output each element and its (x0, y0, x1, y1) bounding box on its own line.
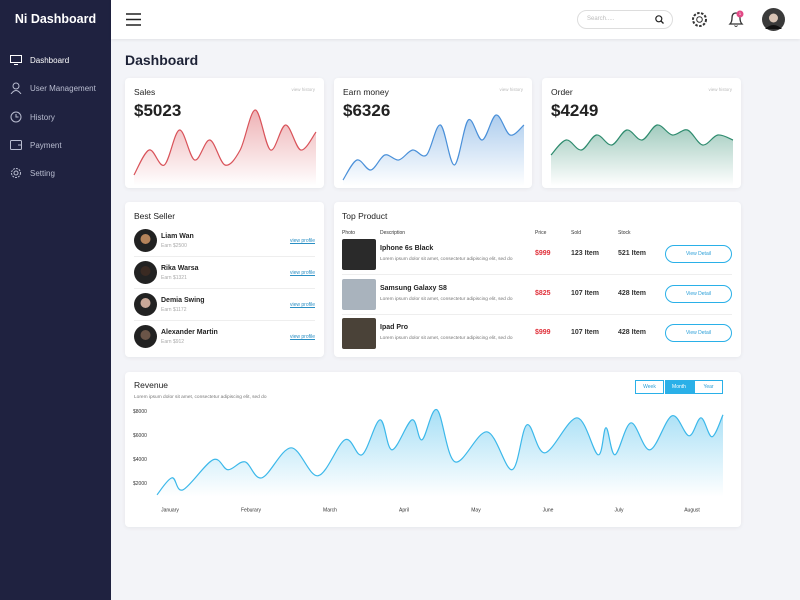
view-profile-link[interactable]: view profile (289, 302, 315, 308)
menu-item[interactable]: User Management (0, 78, 111, 98)
avatar-face (140, 234, 151, 244)
product-stock: 428 Item (618, 289, 647, 297)
search-placeholder: Search..... (587, 16, 615, 22)
seller-name: Demia Swing (161, 297, 205, 304)
seller-name: Alexander Martin (161, 329, 218, 336)
column-header: Price (535, 230, 547, 236)
avatar-face (140, 330, 151, 340)
settings-icon[interactable] (691, 11, 708, 28)
seller-earn: Earn $1172 (161, 307, 187, 313)
product-photo (342, 318, 376, 349)
separator (342, 313, 732, 315)
product-name: Samsung Galaxy S8 (380, 284, 447, 292)
avatar-face (140, 266, 151, 276)
view-detail-button[interactable]: View Detail (665, 324, 732, 342)
view-profile-link[interactable]: view profile (289, 334, 315, 340)
column-header: Stock (618, 230, 631, 236)
column-header: Photo (342, 230, 356, 236)
stat-value: $6326 (343, 101, 391, 120)
separator (134, 320, 315, 321)
card-subtitle: Lorem ipsum dolor sit amet, consectetur … (134, 395, 267, 400)
revenue-card: Revenue Lorem ipsum dolor sit amet, cons… (125, 372, 741, 527)
avatar (134, 325, 157, 348)
view-profile-link[interactable]: view profile (289, 238, 315, 244)
menu-item[interactable]: Payment (0, 135, 111, 155)
menu-item[interactable]: History (0, 107, 111, 127)
period-tab[interactable]: Week (635, 380, 664, 394)
page-title: Dashboard (125, 52, 199, 68)
stat-card: Earn money view history $6326 (334, 78, 532, 188)
product-description: Lorem ipsum dolor sit amet, consectetur … (380, 296, 513, 302)
card-title: Top Product (342, 211, 388, 221)
menu-item[interactable]: Dashboard (0, 50, 111, 70)
brand: Ni Dashboard (14, 12, 97, 26)
notification-icon[interactable] (727, 10, 745, 28)
notification-badge: 1 (738, 11, 742, 16)
header: Search..... 1 (111, 0, 800, 39)
avatar-face (140, 298, 151, 308)
card-title: Earn money (343, 87, 389, 97)
seller-earn: Earn $2500 (161, 243, 187, 249)
column-header: Sold (571, 230, 582, 236)
period-tab[interactable]: Month (664, 380, 694, 394)
product-stock: 428 Item (618, 329, 647, 336)
menu-label: Payment (30, 140, 62, 150)
card-title: Sales (134, 87, 156, 97)
product-price: $825 (535, 289, 551, 297)
view-history-link[interactable]: view history (291, 87, 315, 92)
period-tab[interactable]: Year (694, 380, 723, 394)
avatar (134, 261, 157, 284)
product-description: Lorem ipsum dolor sit amet, consectetur … (380, 336, 513, 341)
seller-name: Liam Wan (161, 233, 194, 240)
product-sold: 107 Item (571, 329, 600, 336)
view-detail-button[interactable]: View Detail (665, 245, 732, 263)
menu-label: Dashboard (30, 55, 70, 65)
product-name: Ipad Pro (380, 324, 409, 331)
product-description: Lorem ipsum dolor sit amet, consectetur … (380, 257, 513, 262)
column-header: Description (380, 230, 406, 236)
stat-card: Sales view history $5023 (125, 78, 324, 188)
product-photo (342, 239, 376, 270)
user-avatar[interactable] (762, 8, 785, 31)
product-stock: 521 Item (618, 250, 647, 257)
search-box[interactable]: Search..... (577, 10, 673, 29)
menu-item[interactable]: Setting (0, 163, 111, 183)
view-profile-link[interactable]: view profile (289, 270, 315, 276)
view-history-link[interactable]: view history (499, 87, 523, 92)
product-sold: 107 Item (571, 289, 600, 297)
best-seller-card: Best Seller Liam Wan Earn $2500 view profi… (125, 202, 324, 357)
seller-earn: Earn $912 (161, 339, 185, 345)
stat-card: Order view history $4249 (542, 78, 741, 188)
top-product-card: Top Product Photo Description Price Sold Sto… (334, 202, 741, 357)
avatar (134, 229, 157, 252)
view-detail-button[interactable]: View Detail (665, 284, 732, 303)
sidebar: Ni Dashboard Dashboard User Management H… (0, 0, 111, 600)
menu-toggle[interactable] (126, 13, 141, 26)
product-sold: 123 Item (571, 250, 600, 257)
product-name: Iphone 6s Black (380, 245, 434, 252)
separator (134, 288, 315, 289)
separator (342, 274, 732, 275)
card-title: Order (551, 87, 573, 97)
product-photo (342, 278, 376, 310)
seller-name: Rika Warsa (161, 265, 199, 272)
avatar (134, 293, 157, 316)
view-history-link[interactable]: view history (708, 87, 732, 92)
product-price: $999 (535, 250, 551, 257)
menu-label: History (30, 112, 55, 122)
separator (134, 256, 315, 257)
card-title: Revenue (134, 380, 169, 390)
menu-label: User Management (30, 83, 96, 93)
product-price: $999 (535, 329, 551, 336)
seller-earn: Earn $1321 (161, 275, 187, 281)
stat-value: $4249 (551, 101, 599, 120)
menu-label: Setting (30, 168, 55, 178)
card-title: Best Seller (134, 211, 176, 221)
stat-value: $5023 (134, 101, 182, 120)
